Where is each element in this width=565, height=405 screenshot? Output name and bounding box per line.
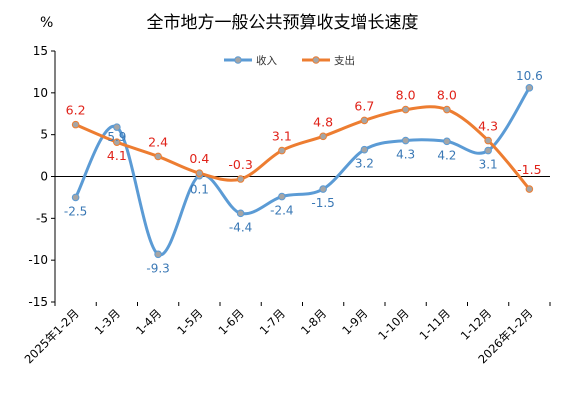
income-data-label: 10.6 — [516, 69, 543, 83]
x-tick-label: 1-12月 — [458, 306, 494, 342]
expenditure-data-label: 0.4 — [189, 151, 209, 166]
expenditure-data-label: 8.0 — [396, 88, 416, 103]
income-data-label: 3.2 — [355, 157, 374, 171]
x-tick-label: 1-11月 — [417, 306, 453, 342]
expenditure-point — [525, 185, 534, 193]
x-tick-label: 1-4月 — [133, 306, 164, 337]
income-point — [443, 137, 451, 146]
x-tick-label: 2025年1-2月 — [22, 306, 82, 366]
income-data-label: -2.4 — [270, 204, 293, 218]
y-tick-label: 15 — [33, 44, 48, 58]
legend-income-marker — [234, 56, 242, 64]
y-tick-label: 10 — [33, 86, 48, 100]
expenditure-data-label: 6.2 — [66, 103, 86, 118]
income-data-label: 5.9 — [107, 130, 126, 144]
expenditure-data-label: -1.5 — [517, 162, 541, 177]
legend-expenditure-marker — [312, 56, 320, 64]
income-line — [74, 86, 531, 256]
x-tick-label: 1-6月 — [215, 306, 246, 337]
income-point — [360, 145, 369, 154]
expenditure-data-label: 4.1 — [107, 148, 127, 163]
expenditure-data-label: 6.7 — [354, 98, 374, 113]
expenditure-data-label: 8.0 — [437, 88, 457, 103]
income-data-label: 3.1 — [479, 158, 498, 172]
expenditure-point — [154, 152, 162, 161]
income-point — [113, 123, 121, 131]
income-data-label: 4.2 — [437, 148, 456, 162]
y-tick-label: -5 — [36, 211, 48, 225]
x-tick-label: 1-9月 — [339, 306, 370, 337]
income-point — [525, 84, 534, 92]
expenditure-point — [113, 138, 121, 146]
income-data-label: 4.3 — [396, 148, 415, 162]
y-tick-label: -10 — [28, 253, 48, 267]
legend-expenditure-label: 支出 — [334, 54, 355, 67]
expenditure-point — [484, 136, 492, 145]
expenditure-point — [401, 105, 410, 114]
y-tick-label: -15 — [28, 295, 48, 309]
income-point — [71, 193, 80, 202]
income-data-label: -1.5 — [311, 196, 334, 210]
expenditure-data-label: 3.1 — [272, 129, 292, 144]
income-data-label: 0.1 — [190, 183, 209, 197]
income-point — [319, 185, 327, 193]
income-point — [278, 192, 286, 201]
income-point — [401, 136, 410, 145]
income-point — [484, 146, 492, 155]
income-data-label: -2.5 — [64, 204, 87, 218]
expenditure-point — [195, 169, 204, 177]
expenditure-point — [71, 120, 80, 129]
x-tick-label: 1-7月 — [257, 306, 288, 337]
y-tick-label: 5 — [40, 128, 48, 142]
expenditure-point — [443, 105, 451, 114]
income-data-label: -4.4 — [229, 220, 252, 234]
expenditure-point — [236, 175, 245, 183]
expenditure-data-label: 4.3 — [478, 119, 498, 134]
legend-income-label: 收入 — [256, 54, 277, 67]
x-tick-label: 1-3月 — [92, 306, 123, 337]
x-tick-label: 1-8月 — [298, 306, 329, 337]
y-tick-label: 0 — [40, 170, 48, 184]
expenditure-point — [319, 132, 327, 141]
expenditure-data-label: 4.8 — [313, 114, 333, 129]
x-tick-label: 1-10月 — [375, 306, 411, 342]
chart-title: 全市地方一般公共预算收支增长速度 — [146, 13, 419, 33]
expenditure-point — [278, 146, 286, 155]
y-axis-unit: % — [40, 15, 54, 31]
expenditure-data-label: 2.4 — [148, 134, 168, 149]
expenditure-data-label: -0.3 — [228, 157, 252, 172]
income-point — [154, 250, 162, 259]
expenditure-point — [360, 116, 369, 125]
x-tick-label: 1-5月 — [174, 306, 205, 337]
income-point — [236, 209, 245, 218]
income-data-label: -9.3 — [146, 261, 169, 275]
